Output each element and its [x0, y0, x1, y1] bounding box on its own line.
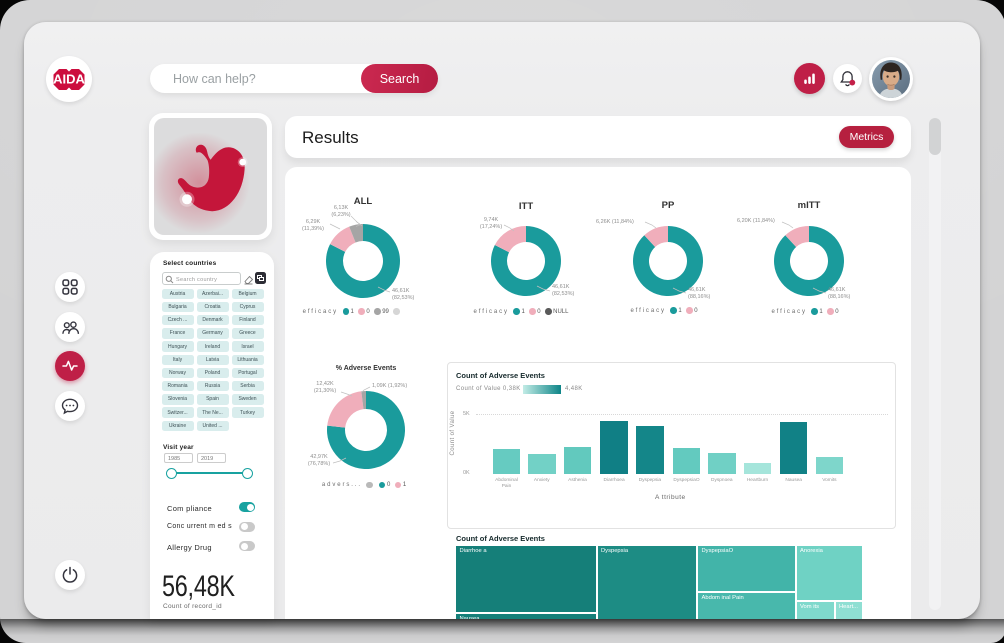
svg-text:AIDA: AIDA [53, 72, 85, 87]
